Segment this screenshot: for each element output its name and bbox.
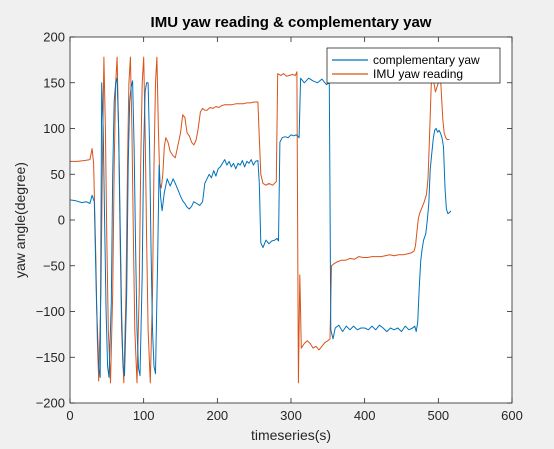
y-tick-label: −100 — [36, 304, 65, 319]
y-tick-label: 50 — [51, 167, 65, 182]
chart-title: IMU yaw reading & complementary yaw — [151, 14, 432, 31]
legend-label-imu-yaw-reading: IMU yaw reading — [373, 67, 463, 81]
plot-area — [70, 37, 512, 403]
y-axis-label: yaw angle(degree) — [12, 162, 28, 278]
x-axis-label: timeseries(s) — [251, 427, 331, 443]
y-tick-label: −150 — [36, 350, 65, 365]
legend-box — [326, 47, 501, 84]
y-tick-label: −200 — [36, 396, 65, 411]
x-tick-label: 0 — [66, 408, 73, 423]
legend-label-complementary-yaw: complementary yaw — [373, 53, 480, 67]
plot-frame — [69, 36, 513, 404]
x-tick-label: 500 — [427, 408, 449, 423]
y-tick-label: 150 — [43, 75, 65, 90]
x-tick-label: 200 — [206, 408, 228, 423]
series-line-complementary-yaw — [69, 77, 452, 378]
plot-lines — [69, 56, 452, 384]
y-tick-label: −50 — [43, 258, 65, 273]
x-tick-label: 300 — [280, 408, 302, 423]
axes: 0 100 200 300 400 500 600 −200 −150 −100 −50 0 50 100… — [36, 30, 523, 424]
y-tick-label: 0 — [58, 213, 65, 228]
series-line-imu-yaw-reading — [70, 56, 450, 384]
legend[interactable]: complementary yaw IMU yaw reading — [326, 47, 501, 84]
x-tick-label: 600 — [501, 408, 523, 423]
x-tick-label: 400 — [354, 408, 376, 423]
y-tick-label: 200 — [43, 30, 65, 45]
x-tick-label: 100 — [133, 408, 155, 423]
y-tick-label: 100 — [43, 121, 65, 136]
